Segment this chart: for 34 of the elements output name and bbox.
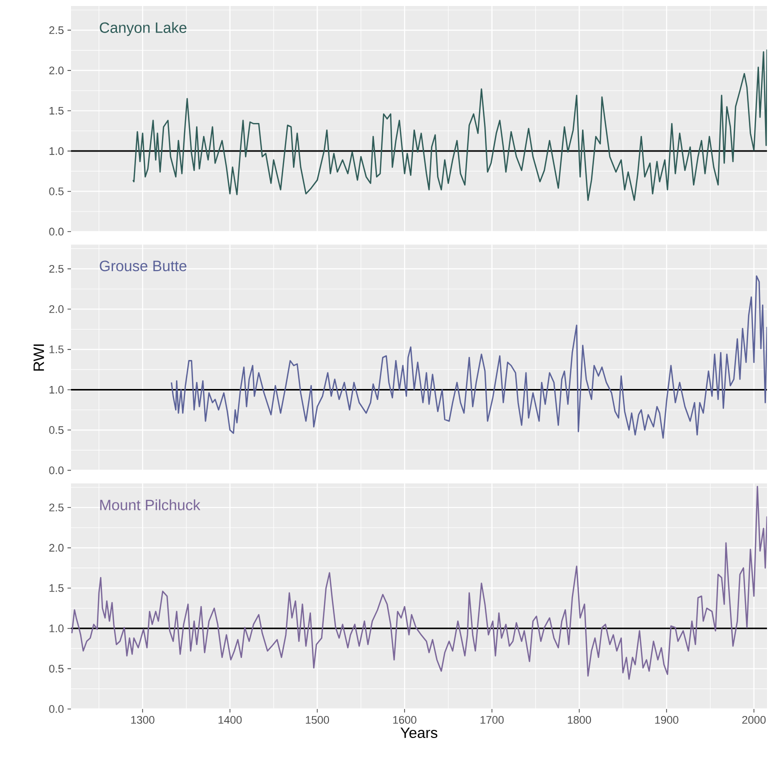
y-tick-label: 2.0 <box>49 66 64 74</box>
y-tick-label: 0.5 <box>49 664 64 673</box>
x-tick-label: 1300 <box>131 716 154 724</box>
x-tick-label: 1700 <box>480 716 504 724</box>
y-tick-label: 2.5 <box>49 26 64 34</box>
y-tick-label: 0.0 <box>49 705 64 713</box>
y-tick-label: 0.5 <box>49 187 64 196</box>
x-tick-label: 2000 <box>742 716 766 724</box>
y-tick-label: 0.0 <box>49 228 64 236</box>
y-tick-label: 0.0 <box>49 466 64 474</box>
x-tick-label: 1900 <box>655 716 678 724</box>
text: Grouse Butte <box>100 260 186 272</box>
text: Mount Pilchuck <box>100 499 200 510</box>
y-tick-label: 2.0 <box>49 305 64 314</box>
y-tick-label: 0.5 <box>49 426 64 434</box>
x-tick-label: 1400 <box>218 716 242 724</box>
y-axis-title: RWI <box>34 344 44 371</box>
x-tick-label: 1600 <box>393 716 416 724</box>
y-tick-label: 1.0 <box>50 624 64 632</box>
x-axis-title: Years <box>400 728 438 738</box>
y-tick-label: 2.5 <box>49 264 64 273</box>
y-tick-label: 1.5 <box>50 106 64 115</box>
x-tick-label: 1500 <box>306 716 330 724</box>
y-tick-label: 2.5 <box>49 504 64 512</box>
line-series <box>132 48 768 201</box>
y-tick-label: 1.0 <box>50 386 64 394</box>
line-series <box>170 275 768 439</box>
y-tick-label: 1.0 <box>50 147 64 155</box>
text: Canyon Lake <box>100 22 186 36</box>
line-series <box>71 486 768 680</box>
y-tick-label: 2.0 <box>49 544 64 552</box>
y-tick-label: 1.5 <box>50 584 64 592</box>
x-tick-label: 1800 <box>568 716 592 724</box>
y-tick-label: 1.5 <box>50 346 64 354</box>
